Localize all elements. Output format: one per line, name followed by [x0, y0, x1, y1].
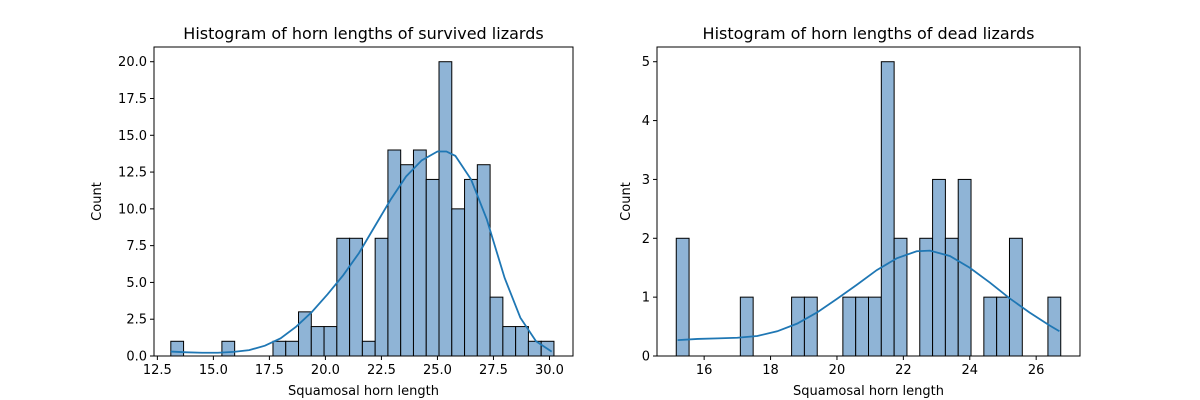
y-tick-label: 4	[642, 114, 650, 129]
x-tick-label: 15.0	[199, 363, 228, 378]
y-tick-label: 5	[642, 55, 650, 70]
histogram-bar	[803, 296, 818, 357]
chart-title: Histogram of horn lengths of dead lizard…	[703, 24, 1035, 43]
x-axis-label: Squamosal horn length	[793, 384, 944, 399]
x-tick-label: 22.5	[367, 363, 396, 378]
x-tick-label: 24	[961, 363, 978, 378]
y-tick-label: 0	[642, 350, 650, 365]
y-axis-label: Count	[90, 182, 105, 221]
x-tick-label: 20.0	[311, 363, 340, 378]
y-tick-label: 12.5	[118, 166, 147, 181]
histogram-bar	[400, 164, 414, 357]
y-tick-label: 10.0	[118, 202, 147, 217]
histogram-bar	[515, 326, 529, 357]
y-tick-label: 0.0	[126, 350, 147, 365]
y-tick-label: 2.5	[126, 313, 147, 328]
histogram-bar	[272, 340, 287, 357]
histogram-bar	[996, 296, 1010, 357]
histogram-bar	[675, 237, 690, 357]
survived-histogram-panel: 12.5 15.0 17.5 20.0 22.5 25.0 27.5 30.0 0.0 2.5 5.…	[90, 24, 574, 399]
histogram-bar	[361, 340, 376, 357]
histogram-bar	[374, 237, 389, 357]
histogram-bar	[412, 149, 427, 357]
x-tick-label: 20	[829, 363, 846, 378]
y-tick-label: 5.0	[126, 276, 147, 291]
histogram-bar	[387, 149, 402, 357]
histogram-bar	[1008, 237, 1023, 357]
x-tick-label: 17.5	[255, 363, 284, 378]
histogram-bar	[919, 237, 934, 357]
histogram-bar	[425, 178, 440, 357]
y-tick-label: 20.0	[118, 55, 147, 70]
dead-histogram-panel: 16 18 20 22 24 26 0 1 2 3 4 5 Histogram of horn leng…	[619, 24, 1081, 399]
x-tick-label: 26	[1028, 363, 1045, 378]
chart-title: Histogram of horn lengths of survived li…	[183, 24, 543, 43]
histogram-bar	[323, 326, 338, 357]
histogram-bar	[880, 61, 895, 357]
histogram-bar	[438, 61, 453, 357]
histogram-bar	[451, 208, 466, 357]
y-tick-label: 7.5	[126, 239, 147, 254]
x-tick-label: 30.0	[535, 363, 564, 378]
y-tick-label: 2	[642, 232, 650, 247]
histogram-bar	[489, 296, 504, 357]
histogram-bar	[855, 296, 870, 357]
histogram-bar	[739, 296, 754, 357]
x-axis-label: Squamosal horn length	[288, 384, 439, 399]
y-tick-label: 1	[642, 291, 650, 306]
y-axis-label: Count	[619, 182, 634, 221]
histogram-bar	[932, 178, 946, 357]
histogram-bar	[791, 296, 805, 357]
x-tick-label: 16	[696, 363, 713, 378]
histogram-bar	[285, 340, 300, 357]
axes-frame	[153, 46, 574, 357]
x-tick-label: 18	[762, 363, 779, 378]
axes-frame	[656, 46, 1081, 357]
x-tick-label: 27.5	[479, 363, 508, 378]
x-tick-label: 22	[895, 363, 912, 378]
histogram-bar	[502, 326, 517, 357]
x-tick-label: 25.0	[423, 363, 452, 378]
histogram-bar	[983, 296, 998, 357]
histogram-bar	[868, 296, 882, 357]
y-tick-label: 3	[642, 173, 650, 188]
x-tick-label: 12.5	[143, 363, 172, 378]
histogram-bar	[464, 178, 478, 357]
y-tick-label: 15.0	[118, 129, 147, 144]
y-tick-label: 17.5	[118, 92, 147, 107]
histogram-bar	[842, 296, 857, 357]
histogram-bar	[336, 237, 351, 357]
histogram-bar	[476, 164, 491, 357]
histogram-bar	[170, 340, 185, 357]
kde-curve	[170, 150, 553, 354]
histogram-bar	[221, 340, 236, 357]
histogram-bar	[310, 326, 325, 357]
kde-curve	[677, 249, 1060, 342]
